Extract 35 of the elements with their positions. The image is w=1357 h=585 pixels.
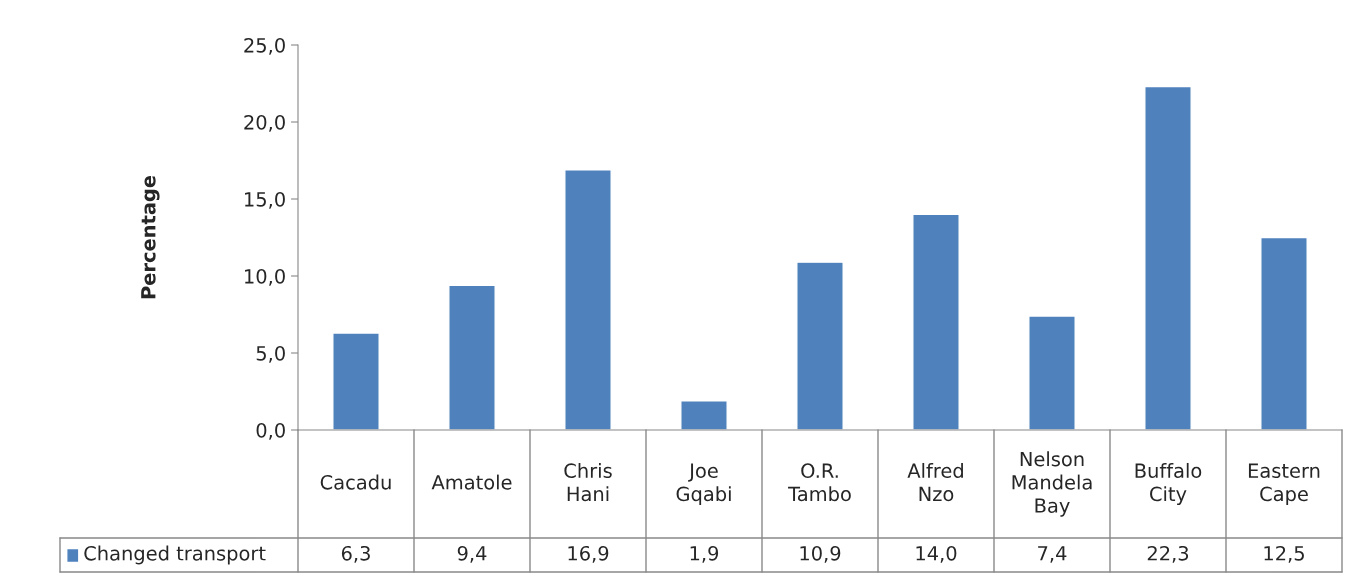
x-tick-label: Eastern Cape xyxy=(1248,463,1320,506)
data-label: 16,9 xyxy=(568,545,609,563)
legend-label: Changed transport xyxy=(84,545,266,565)
y-axis-title: Percentage xyxy=(141,175,160,299)
x-tick-label: Cacadu xyxy=(320,474,391,490)
x-tick-label: Amatole xyxy=(431,474,512,490)
bar xyxy=(912,213,960,430)
y-tick-label: 5,0 xyxy=(256,345,285,363)
x-tick-label: O.R. Tambo xyxy=(788,463,851,502)
y-tick-label: 0,0 xyxy=(256,422,285,440)
y-tick-label: 25,0 xyxy=(244,37,285,55)
data-label: 22,3 xyxy=(1147,545,1189,563)
bar xyxy=(796,261,844,430)
x-tick-label: Buffalo City xyxy=(1135,462,1202,506)
x-tick-label: Chris Hani xyxy=(564,462,612,502)
bar xyxy=(332,332,380,430)
x-tick-label: Joe Gqabi xyxy=(676,463,731,506)
data-label: 10,9 xyxy=(800,545,841,563)
bar xyxy=(448,284,496,430)
data-label: 6,3 xyxy=(341,545,370,563)
data-label: 14,0 xyxy=(916,545,957,563)
data-label: 1,9 xyxy=(690,545,719,563)
y-tick-label: 20,0 xyxy=(244,114,285,132)
bar xyxy=(1144,85,1192,430)
data-label: 7,4 xyxy=(1038,546,1067,563)
y-tick-label: 15,0 xyxy=(245,191,285,209)
x-tick-label: Alfred Nzo xyxy=(907,462,963,502)
bar xyxy=(564,169,612,430)
x-tick-label: Nelson Mandela Bay xyxy=(1012,451,1092,517)
bar xyxy=(1028,315,1076,430)
bar xyxy=(1260,236,1308,430)
bar xyxy=(680,400,728,430)
data-label: 12,5 xyxy=(1264,545,1304,563)
data-label: 9,4 xyxy=(457,545,487,563)
y-tick-label: 10,0 xyxy=(245,268,285,286)
